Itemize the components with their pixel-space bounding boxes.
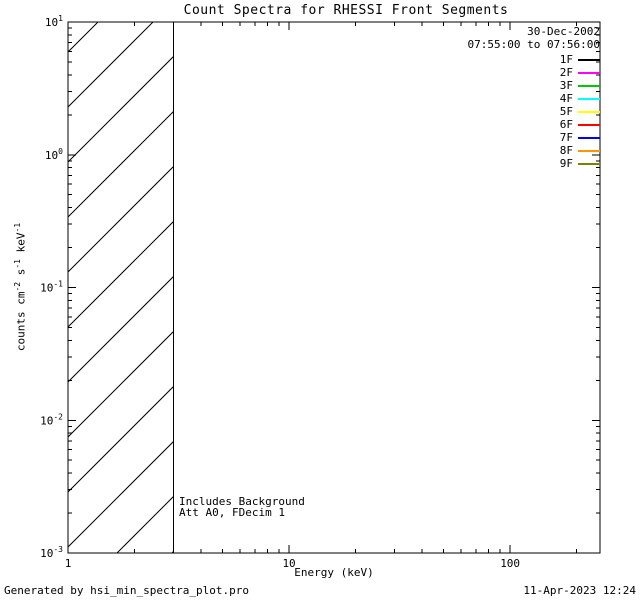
legend-entry-swatch [578,84,600,87]
background-note: Includes Background [179,495,305,508]
legend-entry: 6F [468,118,600,131]
y-tick-label: 101 [45,14,63,29]
legend-entry: 5F [468,105,600,118]
legend-entry: 3F [468,79,600,92]
legend-entry-label: 5F [559,105,573,118]
x-tick-label: 1 [65,557,72,570]
legend-time-range: 07:55:00 to 07:56:00 [467,38,600,51]
hatched-region [68,22,174,553]
x-tick-label: 10 [282,557,295,570]
legend-date: 30-Dec-2002 [527,25,600,38]
legend-entry: 2F [468,66,600,79]
legend-entry-swatch [578,162,600,165]
x-tick-label: 100 [500,557,520,570]
render-timestamp: 11-Apr-2023 12:24 [523,584,636,597]
legend-entry-swatch [578,97,600,100]
x-axis-label: Energy (keV) [294,566,374,579]
legend-entry-label: 6F [559,118,573,131]
legend-entry-label: 3F [559,79,573,92]
legend-entry-label: 4F [559,92,573,105]
legend-entry: 8F [468,144,600,157]
legend-entry-swatch [578,123,600,126]
legend-entry-swatch [578,110,600,113]
y-tick-label: 10-3 [40,545,63,560]
y-tick-label: 10-1 [40,280,63,295]
legend-entry: 9F [468,157,600,170]
legend-entry-swatch [578,149,600,152]
legend-entry-swatch [578,58,600,61]
y-tick-label: 100 [45,147,63,162]
y-axis-label: counts cm-2 s-1 keV-1 [12,222,28,352]
y-tick-label: 10-2 [40,412,63,427]
legend-entry-label: 8F [559,144,573,157]
legend-entry-label: 1F [559,53,573,66]
attenuator-note: Att A0, FDecim 1 [179,506,285,519]
chart-title: Count Spectra for RHESSI Front Segments [183,3,509,18]
legend-entry-label: 7F [559,131,573,144]
legend: 30-Dec-2002 07:55:00 to 07:56:00 1F 2F 3F 4… [468,25,600,170]
plot-notes: Includes Background Att A0, FDecim 1 [179,496,305,518]
generator-note: Generated by hsi_min_spectra_plot.pro [4,584,250,597]
legend-entry: 4F [468,92,600,105]
legend-entry: 7F [468,131,600,144]
legend-entry-label: 2F [559,66,573,79]
legend-entry: 1F [468,53,600,66]
legend-entries: 1F 2F 3F 4F 5F 6F 7F 8F 9F [468,53,600,170]
legend-entry-label: 9F [559,157,573,170]
legend-entry-swatch [578,71,600,74]
legend-entry-swatch [578,136,600,139]
